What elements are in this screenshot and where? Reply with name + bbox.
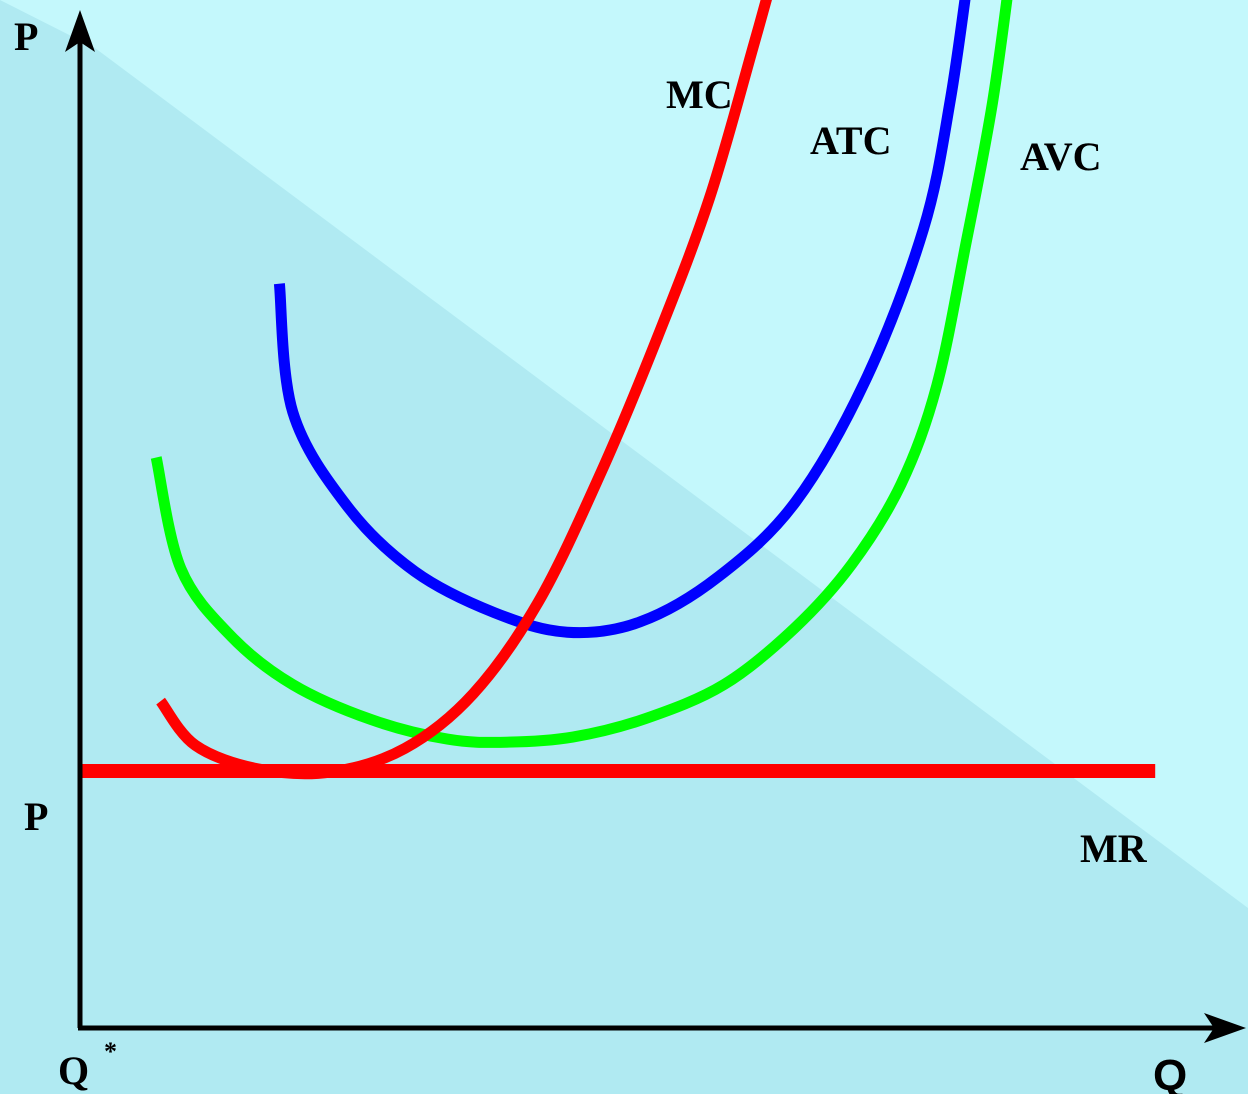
series-label-mc: MC <box>666 72 733 117</box>
mc-curve <box>156 0 773 780</box>
price-tick-label: P <box>24 794 48 839</box>
series-label-atc: ATC <box>810 118 891 163</box>
curves-layer <box>80 0 1156 780</box>
avc-curve <box>150 0 1013 748</box>
quantity-tick-superscript: * <box>104 1037 117 1066</box>
y-axis-arrow <box>65 10 95 52</box>
quantity-tick-label: Q <box>58 1048 89 1093</box>
atc-curve <box>273 0 971 639</box>
axes <box>65 10 1246 1043</box>
x-axis-label: Q <box>1153 1051 1187 1094</box>
series-label-mr: MR <box>1080 826 1148 871</box>
x-axis-arrow <box>1204 1013 1246 1043</box>
series-label-avc: AVC <box>1020 134 1102 179</box>
y-axis-label: P <box>14 14 38 59</box>
